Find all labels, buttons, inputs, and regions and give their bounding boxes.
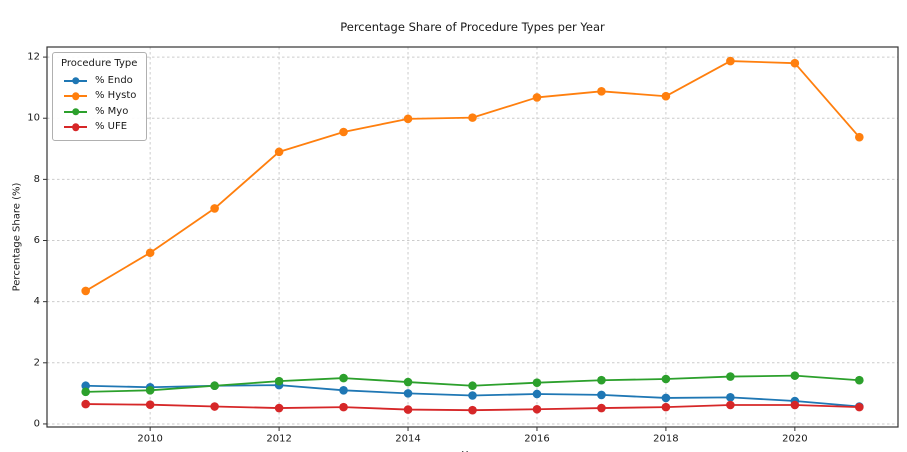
data-point-endo — [532, 389, 542, 399]
data-point-endo — [403, 389, 413, 398]
data-point-hysto — [468, 113, 477, 122]
data-point-myo — [81, 387, 90, 397]
chart-title: Percentage Share of Procedure Types per … — [340, 20, 605, 34]
legend-entry-ufe: % UFE — [61, 120, 137, 136]
data-point-hysto — [532, 93, 542, 102]
data-point-myo — [145, 386, 155, 395]
data-point-ufe — [661, 402, 671, 412]
data-point-endo — [339, 386, 348, 395]
data-point-hysto — [210, 204, 219, 213]
x-axis-label: Year — [47, 450, 898, 452]
y-tick-label: 12 — [27, 52, 40, 63]
data-point-endo — [468, 391, 477, 400]
data-point-hysto — [339, 127, 348, 137]
data-point-ufe — [210, 402, 219, 411]
data-point-ufe — [532, 404, 542, 414]
y-tick-label: 4 — [34, 296, 40, 307]
x-tick-label: 2010 — [137, 433, 162, 444]
data-point-ufe — [468, 405, 477, 415]
data-point-hysto — [726, 56, 735, 66]
y-tick-label: 2 — [34, 357, 40, 368]
data-point-hysto — [790, 58, 800, 68]
data-point-myo — [726, 372, 735, 381]
data-point-myo — [790, 371, 800, 380]
data-point-ufe — [339, 402, 348, 412]
data-point-endo — [726, 393, 735, 402]
legend-label: % Hysto — [95, 90, 137, 102]
data-point-myo — [855, 375, 864, 385]
y-tick-label: 10 — [27, 113, 40, 124]
data-point-myo — [661, 374, 671, 384]
data-point-endo — [661, 393, 671, 403]
data-point-myo — [274, 376, 284, 386]
data-point-endo — [597, 390, 606, 400]
y-tick-label: 8 — [34, 174, 40, 185]
data-point-ufe — [790, 400, 800, 410]
y-tick-label: 6 — [34, 235, 40, 246]
data-point-ufe — [855, 402, 864, 412]
data-point-hysto — [661, 91, 671, 101]
data-point-myo — [468, 381, 477, 391]
data-point-hysto — [855, 132, 864, 142]
data-point-hysto — [403, 114, 413, 124]
legend-entry-myo: % Myo — [61, 104, 137, 120]
legend-title: Procedure Type — [61, 58, 138, 69]
legend-label: % UFE — [95, 121, 128, 133]
x-tick-label: 2016 — [524, 433, 549, 444]
data-point-hysto — [274, 147, 284, 157]
x-tick-label: 2014 — [395, 433, 420, 444]
data-point-myo — [597, 375, 606, 385]
data-point-ufe — [597, 403, 606, 413]
data-point-myo — [210, 381, 219, 391]
legend-label: % Myo — [95, 105, 129, 117]
legend-entry-endo: % Endo — [61, 73, 137, 89]
data-point-ufe — [274, 403, 284, 413]
plot-border — [46, 46, 899, 428]
legend-label: % Endo — [95, 74, 133, 86]
data-point-hysto — [81, 286, 90, 296]
data-point-ufe — [145, 400, 155, 409]
legend-entry-hysto: % Hysto — [61, 89, 137, 105]
legend-line-marker-icon — [64, 123, 87, 131]
x-tick-label: 2012 — [266, 433, 291, 444]
x-tick-label: 2020 — [782, 433, 807, 444]
legend: Procedure Type % Endo % Hysto % Myo % UF… — [52, 52, 148, 141]
data-point-ufe — [726, 400, 735, 410]
legend-line-marker-icon — [64, 92, 87, 100]
series-line-hysto — [85, 60, 860, 292]
x-tick-label: 2018 — [653, 433, 678, 444]
data-point-ufe — [81, 399, 90, 409]
data-point-myo — [403, 377, 413, 387]
y-tick-label: 0 — [34, 418, 40, 429]
data-point-hysto — [597, 87, 606, 96]
legend-line-marker-icon — [64, 108, 87, 116]
data-point-endo — [81, 381, 90, 391]
data-point-ufe — [403, 405, 413, 414]
data-point-hysto — [145, 248, 155, 258]
data-point-myo — [532, 378, 542, 387]
data-point-myo — [339, 373, 348, 383]
legend-line-marker-icon — [64, 77, 87, 85]
